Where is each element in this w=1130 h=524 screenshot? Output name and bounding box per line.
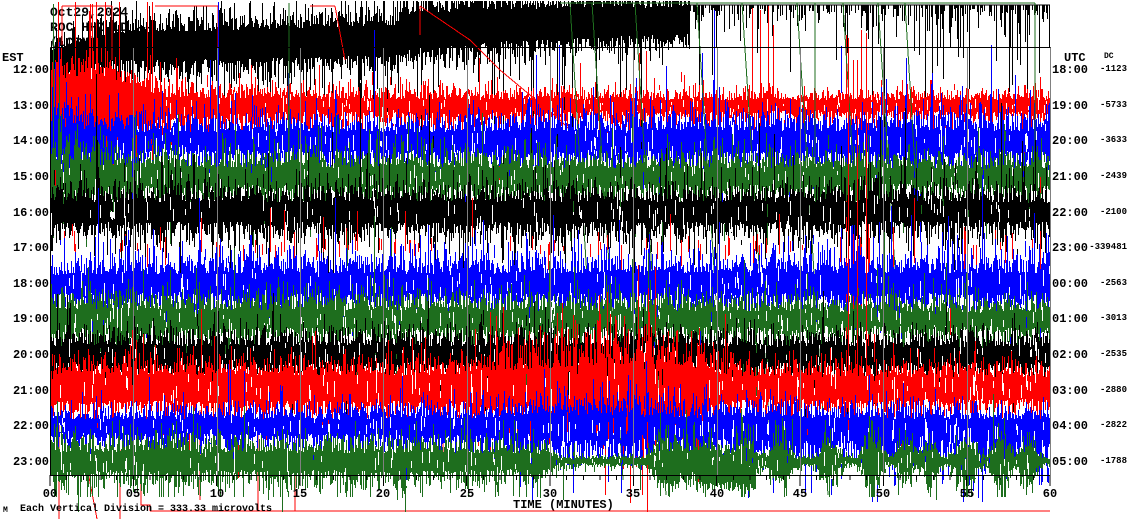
svg-text:15: 15: [293, 487, 307, 501]
svg-text:-2563: -2563: [1100, 278, 1127, 288]
svg-text:40: 40: [710, 487, 724, 501]
svg-text:-1123: -1123: [1100, 64, 1127, 74]
svg-text:-2100: -2100: [1100, 207, 1127, 217]
svg-text:Each Vertical Division = 333.: Each Vertical Division = 333.33 microvol…: [20, 503, 272, 515]
svg-text:17:00: 17:00: [13, 241, 49, 255]
svg-text:-2535: -2535: [1100, 349, 1127, 359]
svg-text:12:00: 12:00: [13, 63, 49, 77]
svg-text:-3633: -3633: [1100, 135, 1127, 145]
svg-text:02:00: 02:00: [1052, 348, 1088, 362]
svg-text:15:00: 15:00: [13, 170, 49, 184]
svg-text:03:00: 03:00: [1052, 384, 1088, 398]
svg-text:M: M: [3, 506, 8, 515]
svg-text:22:00: 22:00: [1052, 206, 1088, 220]
svg-text:-2439: -2439: [1100, 171, 1127, 181]
svg-text:-339481: -339481: [1089, 242, 1127, 252]
svg-text:13:00: 13:00: [13, 99, 49, 113]
svg-text:18:00: 18:00: [1052, 63, 1088, 77]
svg-text:30: 30: [543, 487, 557, 501]
svg-text:TIME (MINUTES): TIME (MINUTES): [513, 498, 614, 512]
svg-text:00:00: 00:00: [1052, 277, 1088, 291]
svg-text:45: 45: [793, 487, 807, 501]
svg-text:05:00: 05:00: [1052, 455, 1088, 469]
svg-text:EST: EST: [2, 51, 24, 65]
svg-text:-5733: -5733: [1100, 100, 1127, 110]
svg-text:01:00: 01:00: [1052, 312, 1088, 326]
svg-text:-1788: -1788: [1100, 456, 1127, 466]
svg-text:55: 55: [960, 487, 974, 501]
svg-text:20: 20: [376, 487, 390, 501]
svg-text:23:00: 23:00: [13, 455, 49, 469]
svg-text:DC: DC: [1104, 52, 1114, 61]
svg-text:19:00: 19:00: [13, 312, 49, 326]
svg-text:50: 50: [876, 487, 890, 501]
svg-text:35: 35: [626, 487, 640, 501]
svg-text:04:00: 04:00: [1052, 419, 1088, 433]
svg-text:00: 00: [43, 487, 57, 501]
svg-text:60: 60: [1043, 487, 1057, 501]
svg-text:18:00: 18:00: [13, 277, 49, 291]
svg-text:-3013: -3013: [1100, 313, 1127, 323]
svg-text:21:00: 21:00: [13, 384, 49, 398]
svg-text:-2880: -2880: [1100, 385, 1127, 395]
svg-text:16:00: 16:00: [13, 206, 49, 220]
svg-text:22:00: 22:00: [13, 419, 49, 433]
svg-text:19:00: 19:00: [1052, 99, 1088, 113]
svg-text:-2822: -2822: [1100, 420, 1127, 430]
svg-text:UTC: UTC: [1064, 51, 1086, 65]
svg-text:14:00: 14:00: [13, 134, 49, 148]
svg-text:21:00: 21:00: [1052, 170, 1088, 184]
svg-text:23:00: 23:00: [1052, 241, 1088, 255]
svg-text:20:00: 20:00: [1052, 134, 1088, 148]
svg-text:10: 10: [210, 487, 224, 501]
svg-text:05: 05: [126, 487, 140, 501]
svg-text:20:00: 20:00: [13, 348, 49, 362]
svg-text:25: 25: [460, 487, 474, 501]
